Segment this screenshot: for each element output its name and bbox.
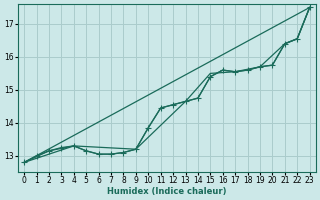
X-axis label: Humidex (Indice chaleur): Humidex (Indice chaleur) bbox=[107, 187, 227, 196]
